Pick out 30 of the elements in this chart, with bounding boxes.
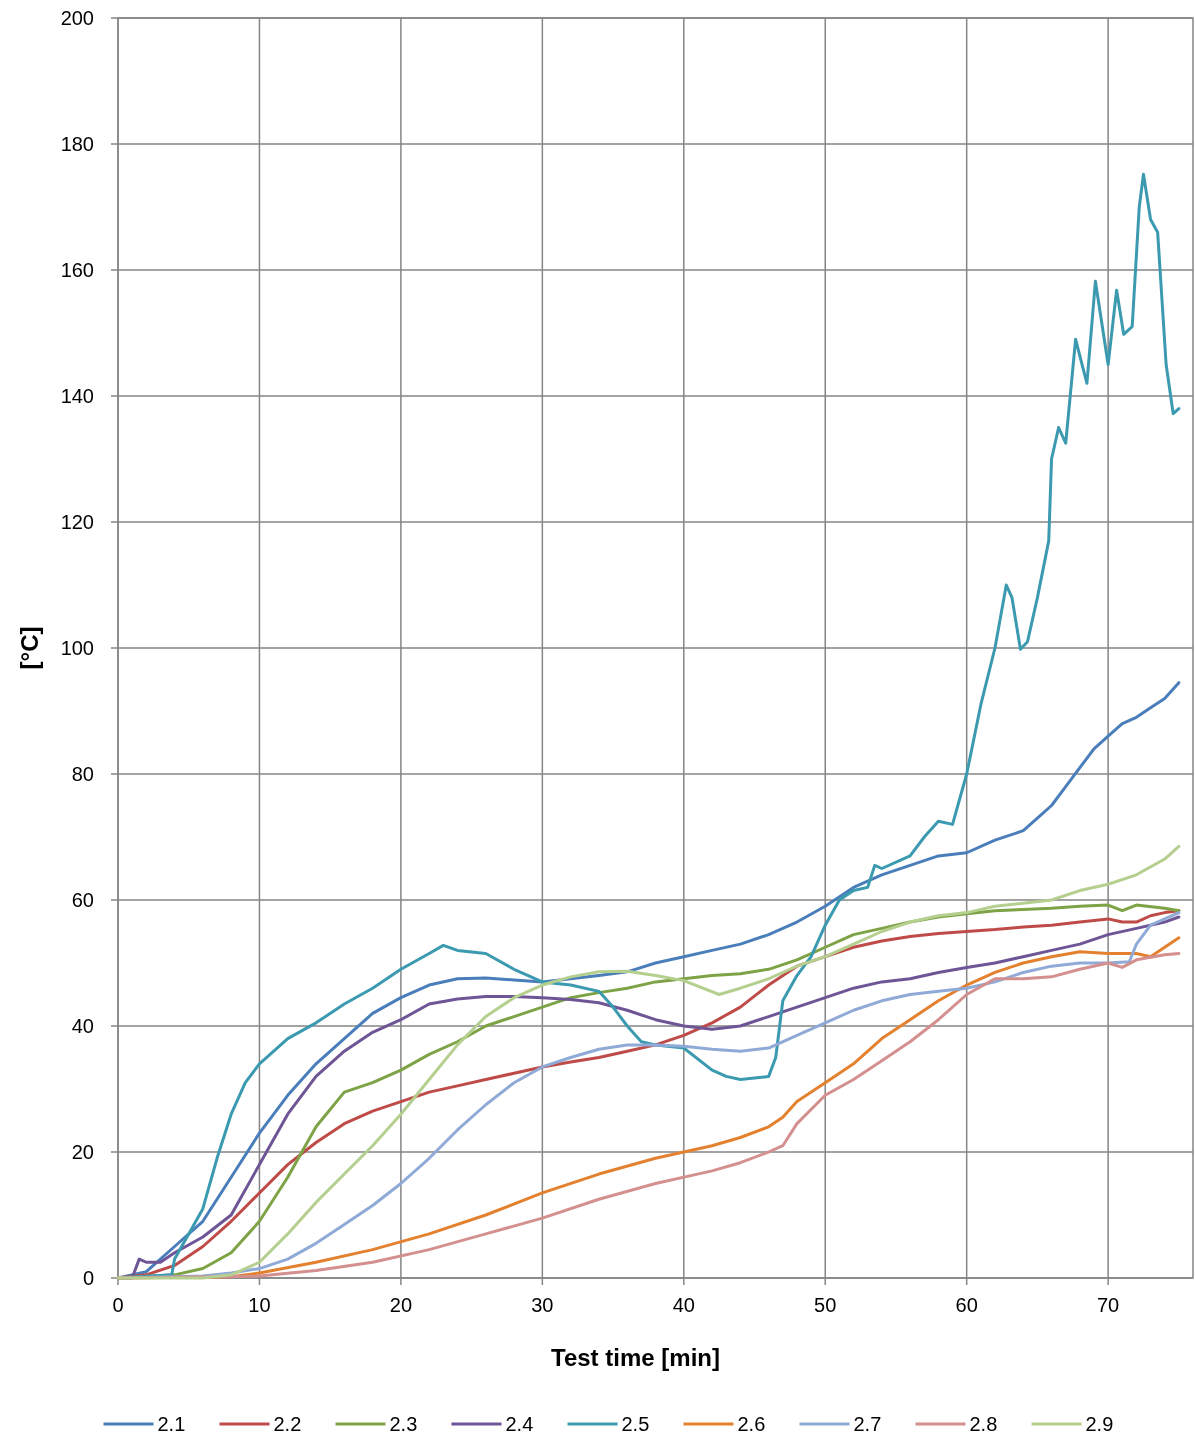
y-axis-title: [°C] [16,626,43,670]
x-tick-label: 30 [531,1294,554,1316]
legend-label: 2.7 [853,1413,882,1435]
y-tick-label: 140 [60,385,94,407]
x-tick-label: 50 [814,1294,837,1316]
legend-label: 2.9 [1085,1413,1114,1435]
y-tick-label: 200 [60,7,94,29]
y-tick-label: 80 [71,763,94,785]
y-tick-label: 40 [71,1015,94,1037]
x-tick-label: 20 [389,1294,413,1316]
x-tick-label: 10 [248,1294,271,1316]
x-tick-label: 70 [1097,1294,1120,1316]
legend-label: 2.1 [157,1413,186,1435]
y-tick-label: 120 [60,511,94,533]
x-axis-title: Test time [min] [551,1344,720,1371]
y-tick-label: 20 [71,1141,94,1163]
legend-label: 2.8 [969,1413,998,1435]
legend-label: 2.3 [389,1413,418,1435]
y-tick-label: 160 [60,259,94,281]
legend-label: 2.4 [505,1413,534,1435]
x-tick-label: 60 [955,1294,978,1316]
legend-label: 2.5 [621,1413,650,1435]
y-tick-label: 100 [60,637,94,659]
y-tick-label: 60 [71,889,94,911]
legend-label: 2.6 [737,1413,766,1435]
x-tick-label: 0 [112,1294,124,1316]
y-tick-label: 0 [82,1267,94,1289]
y-tick-label: 180 [60,133,94,155]
legend-label: 2.2 [273,1413,302,1435]
x-tick-label: 40 [672,1294,695,1316]
